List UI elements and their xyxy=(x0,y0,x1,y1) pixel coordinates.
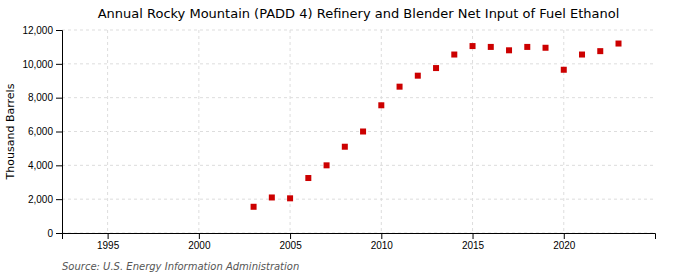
x-tick-label: 2000 xyxy=(188,240,211,251)
y-axis: 0 2,000 4,000 6,000 8,000 10,000 12,000 xyxy=(22,25,62,239)
y-tick-label: 12,000 xyxy=(22,25,53,36)
y-tick-label: 4,000 xyxy=(28,160,53,171)
point xyxy=(397,84,403,90)
plot: 1995 2000 2005 2010 2015 2020 0 2,000 4,000 6,000… xyxy=(22,25,655,251)
grid-line-y xyxy=(62,131,655,132)
grid-line-x xyxy=(107,30,108,233)
x-axis-line xyxy=(63,234,656,240)
point xyxy=(324,162,330,168)
point xyxy=(269,194,275,200)
point xyxy=(543,45,549,51)
point xyxy=(305,175,311,181)
point xyxy=(579,52,585,58)
y-tick-label: 8,000 xyxy=(28,92,53,103)
x-tick-label: 2010 xyxy=(371,240,394,251)
point xyxy=(470,43,476,49)
grid-line-y xyxy=(62,63,655,64)
y-tick-mark xyxy=(56,165,62,166)
point xyxy=(287,195,293,201)
y-axis-title: Thousand Barrels xyxy=(4,83,17,180)
y-tick-mark xyxy=(56,30,62,31)
points xyxy=(251,41,622,210)
y-tick: 8,000 xyxy=(28,92,62,103)
point xyxy=(488,44,494,50)
x-tick-mark xyxy=(381,233,382,239)
source: Source: U.S. Energy Information Administ… xyxy=(62,261,299,272)
x-tick-label: 2005 xyxy=(279,240,302,251)
y-tick-mark xyxy=(56,132,62,133)
y-tick-label: 6,000 xyxy=(28,126,53,137)
point xyxy=(360,129,366,135)
y-tick-mark xyxy=(56,199,62,200)
point xyxy=(451,52,457,58)
x-tick: 1995 xyxy=(97,233,120,251)
grid-line-x xyxy=(381,30,382,233)
point xyxy=(415,73,421,79)
y-tick: 2,000 xyxy=(28,194,62,205)
y-tick-mark xyxy=(56,98,62,99)
x-tick-mark xyxy=(199,233,200,239)
grid-line-x xyxy=(563,30,564,233)
point xyxy=(342,144,348,150)
point xyxy=(378,102,384,108)
point xyxy=(561,67,567,73)
y-tick-mark xyxy=(56,233,62,234)
grid-line-x xyxy=(198,30,199,233)
title: Annual Rocky Mountain (PADD 4) Refinery … xyxy=(98,6,620,21)
grid-line-x xyxy=(472,30,473,233)
point xyxy=(616,41,622,47)
chart: 1995 2000 2005 2010 2015 2020 0 2,000 4,000 6,000… xyxy=(0,0,675,275)
x-tick: 2000 xyxy=(188,233,211,251)
y-tick-label: 2,000 xyxy=(28,194,53,205)
x-tick-label: 2020 xyxy=(553,240,576,251)
x-tick: 2020 xyxy=(553,233,576,251)
x-tick-mark xyxy=(108,233,109,239)
y-tick: 6,000 xyxy=(28,126,62,137)
point xyxy=(433,65,439,71)
y-tick-label: 0 xyxy=(47,228,53,239)
x-tick: 2015 xyxy=(462,233,485,251)
y-tick: 12,000 xyxy=(22,25,62,36)
grid xyxy=(62,30,655,233)
x-tick-label: 1995 xyxy=(97,240,120,251)
y-tick: 10,000 xyxy=(22,59,62,70)
x-tick: 2005 xyxy=(279,233,302,251)
point xyxy=(251,204,257,210)
grid-line-x xyxy=(290,30,291,233)
y-axis-line xyxy=(56,31,63,234)
y-tick-mark xyxy=(56,64,62,65)
y-tick-label: 10,000 xyxy=(22,59,53,70)
grid-line-y xyxy=(62,165,655,166)
y-tick: 0 xyxy=(47,228,62,239)
point xyxy=(524,44,530,50)
x-tick-mark xyxy=(290,233,291,239)
grid-line-y xyxy=(62,97,655,98)
point xyxy=(597,48,603,54)
grid-line-y xyxy=(62,199,655,200)
x-tick-mark xyxy=(473,233,474,239)
x-tick-mark xyxy=(564,233,565,239)
x-axis: 1995 2000 2005 2010 2015 2020 xyxy=(63,233,656,251)
grid-line-y xyxy=(62,30,655,31)
x-tick-label: 2015 xyxy=(462,240,485,251)
x-tick: 2010 xyxy=(371,233,394,251)
y-tick: 4,000 xyxy=(28,160,62,171)
point xyxy=(506,47,512,53)
